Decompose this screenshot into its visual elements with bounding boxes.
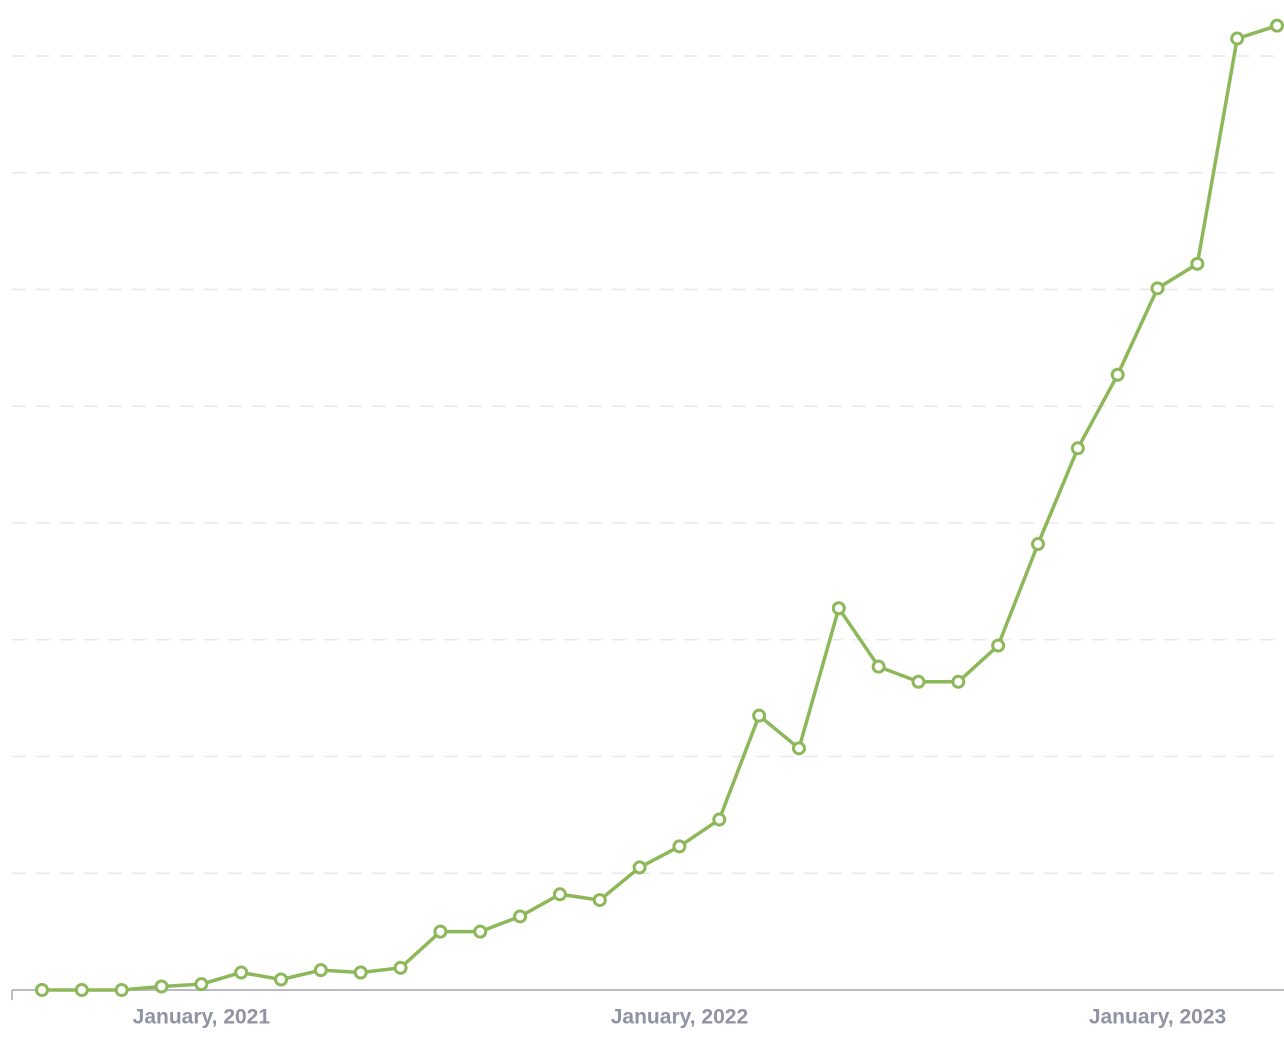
point xyxy=(393,960,408,975)
point xyxy=(35,983,49,997)
point xyxy=(1070,441,1085,456)
x-tick-label: January, 2023 xyxy=(1089,1006,1226,1029)
point xyxy=(791,741,806,756)
point xyxy=(632,860,647,875)
point xyxy=(672,839,687,854)
point xyxy=(274,972,289,987)
point xyxy=(154,979,169,994)
point xyxy=(592,893,607,908)
point xyxy=(1031,537,1045,552)
point xyxy=(1270,18,1284,33)
point xyxy=(1110,367,1125,382)
point xyxy=(433,924,448,939)
point xyxy=(831,601,846,616)
point xyxy=(114,983,129,997)
point xyxy=(552,887,567,902)
point xyxy=(513,909,528,924)
point xyxy=(871,659,886,674)
x-tick-label: January, 2022 xyxy=(611,1006,748,1029)
point xyxy=(74,983,89,997)
point xyxy=(194,977,209,992)
x-tick-label: January, 2021 xyxy=(133,1006,271,1029)
point xyxy=(313,963,328,978)
point xyxy=(353,965,368,980)
point xyxy=(911,674,926,689)
point xyxy=(712,812,727,827)
point xyxy=(1150,281,1165,296)
line xyxy=(42,24,1278,992)
point xyxy=(234,965,249,980)
point xyxy=(473,924,488,939)
point xyxy=(1230,31,1245,46)
point xyxy=(991,638,1006,653)
point xyxy=(1190,256,1205,271)
point xyxy=(752,708,767,723)
point xyxy=(951,674,966,689)
